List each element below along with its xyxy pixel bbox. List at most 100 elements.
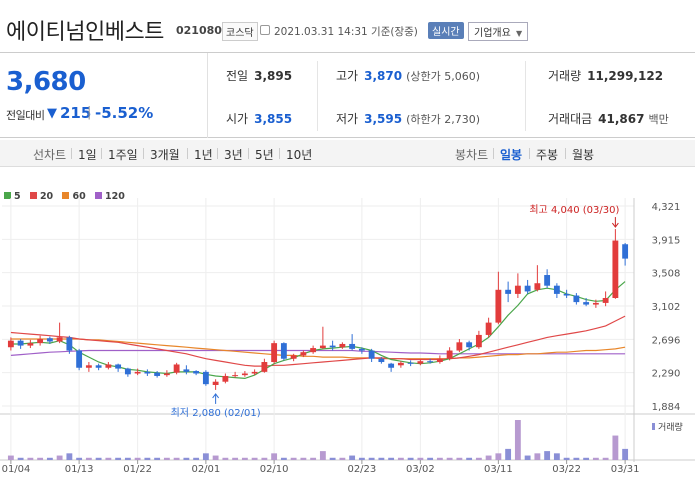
y-axis: 4,321 3,915 3,508 3,102 2,696 2,290 1,884 — [652, 202, 681, 413]
stat-value: 3,595 — [364, 112, 403, 126]
change-percent: -5.52% — [95, 104, 154, 122]
volume-bar — [553, 453, 560, 460]
volume-bars: 거래량 — [7, 420, 683, 460]
candle-body — [173, 364, 180, 373]
volume-bar — [505, 448, 512, 460]
legend-item-ma5: 5 — [4, 191, 21, 202]
x-tick-label: 01/13 — [65, 464, 94, 475]
tab-1y[interactable]: 1년 — [194, 148, 213, 162]
x-tick-label: 03/31 — [611, 464, 640, 475]
volume-bar — [193, 457, 200, 460]
volume-bar — [27, 457, 34, 460]
candle-body — [456, 342, 463, 351]
change-amount: 215 — [60, 104, 92, 122]
candle-body — [553, 285, 560, 294]
divider — [279, 148, 280, 159]
tab-5y[interactable]: 5년 — [255, 148, 274, 162]
candle-body — [212, 381, 219, 385]
volume-bar — [592, 457, 599, 460]
legend-swatch — [4, 192, 11, 199]
volume-bar — [563, 457, 570, 460]
volume-bar — [417, 457, 424, 460]
volume-bar — [212, 455, 219, 460]
x-tick-label: 02/23 — [347, 464, 376, 475]
volume-bar — [612, 435, 619, 460]
volume-bar — [436, 457, 443, 460]
stat-label: 거래대금 — [548, 112, 593, 126]
volume-bar — [66, 453, 73, 460]
candle-body — [95, 365, 102, 368]
legend-swatch — [62, 192, 70, 199]
candle-body — [495, 289, 502, 323]
candle-body — [290, 355, 297, 359]
stat-label: 거래량 — [548, 69, 582, 83]
realtime-button[interactable]: 실시간 — [428, 22, 464, 39]
candle-body — [202, 371, 209, 385]
stat-open: 시가 3,855 — [226, 110, 292, 127]
candle-body — [544, 275, 551, 286]
candle-body — [368, 350, 375, 359]
stat-value: 3,870 — [364, 69, 403, 83]
company-overview-dropdown[interactable]: 기업개요 ▼ — [468, 22, 529, 41]
price-summary: 3,680 전일대비 ▼ 215 | -5.52% 전일 3,895 고가 3,87… — [0, 52, 695, 138]
legend-item-ma60: 60 — [62, 191, 86, 202]
volume-bar — [397, 457, 404, 460]
x-tick-label: 01/04 — [2, 464, 31, 475]
divider — [217, 148, 218, 159]
tab-1w[interactable]: 1주일 — [108, 148, 138, 162]
volume-bar — [7, 455, 14, 460]
candles — [7, 229, 629, 390]
candle-body — [417, 361, 424, 364]
stat-low: 저가 3,595 (하한가 2,730) — [336, 110, 480, 127]
candle-body — [154, 372, 161, 376]
candle-body — [475, 334, 482, 348]
candle-body — [310, 348, 317, 353]
volume-bar — [251, 457, 258, 460]
candle-body — [485, 322, 492, 335]
candle-body — [56, 337, 63, 342]
stat-label: 전일 — [226, 69, 249, 83]
volume-bar — [407, 457, 414, 460]
candle-body — [241, 373, 248, 376]
x-tick-label: 03/02 — [406, 464, 435, 475]
tab-1d[interactable]: 1일 — [78, 148, 97, 162]
candle-body — [329, 345, 336, 348]
tab-weekly[interactable]: 주봉 — [536, 148, 559, 162]
stat-value: 41,867 — [598, 112, 645, 126]
volume-bar — [534, 453, 541, 460]
volume-bar — [388, 457, 395, 460]
candle-body — [514, 285, 521, 294]
candle-body — [466, 342, 473, 348]
volume-bar — [456, 457, 463, 460]
candle-body — [46, 338, 53, 342]
volume-bar — [475, 457, 482, 460]
legend-swatch — [29, 192, 37, 199]
ma20-line — [10, 315, 626, 367]
volume-bar — [124, 457, 131, 460]
legend-label: 120 — [105, 191, 125, 202]
tab-daily[interactable]: 일봉 — [500, 148, 523, 162]
volume-bar — [144, 457, 151, 460]
tab-3m[interactable]: 3개월 — [150, 148, 180, 162]
tab-3y[interactable]: 3년 — [224, 148, 243, 162]
volume-bar — [446, 457, 453, 460]
stock-header: 에이티넘인베스트 021080 코스닥 2021.03.31 14:31 기준(… — [0, 0, 695, 46]
legend-label: 60 — [72, 191, 86, 202]
x-tick-label: 03/22 — [552, 464, 581, 475]
divider — [493, 148, 494, 159]
chevron-down-icon: ▼ — [516, 29, 523, 38]
candle-body — [583, 302, 590, 305]
volume-bar — [154, 457, 161, 460]
candle-body — [115, 364, 122, 369]
line-chart-label[interactable]: 선차트 — [33, 148, 67, 162]
quote-datetime: 2021.03.31 14:31 기준(장중) — [274, 26, 418, 38]
stock-code: 021080 — [176, 24, 222, 37]
tab-monthly[interactable]: 월봉 — [572, 148, 595, 162]
volume-bar — [241, 457, 248, 460]
high-arrow-head — [611, 222, 619, 228]
volume-bar — [17, 457, 24, 460]
tab-10y[interactable]: 10년 — [286, 148, 313, 162]
candle-chart-label[interactable]: 봉차트 — [455, 148, 489, 162]
